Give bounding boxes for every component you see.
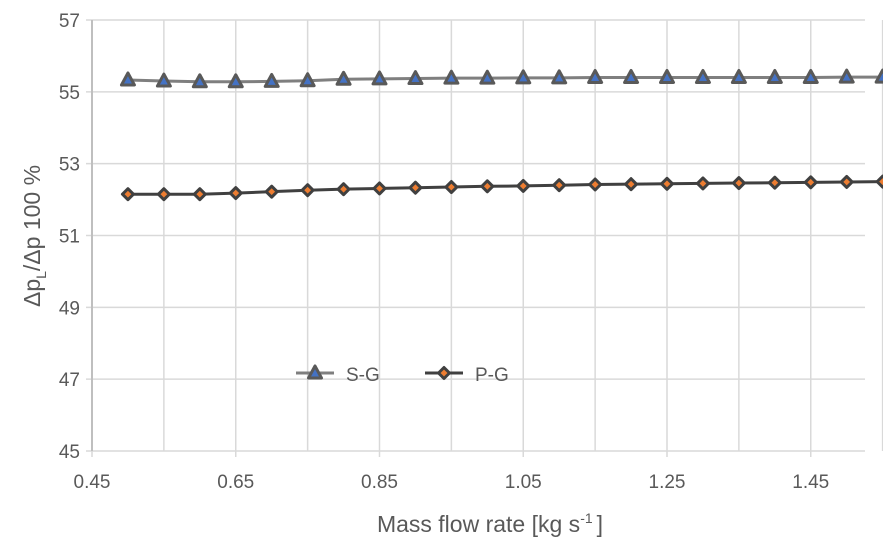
data-point-s-g [371,70,388,86]
data-point-p-g [660,176,674,191]
x-axis-label: Mass flow rate [kg s-1] [377,510,603,537]
data-point-p-g [120,187,135,202]
y-tick-label: 55 [59,83,80,104]
data-point-p-g [695,176,710,191]
data-point-s-g [443,69,460,85]
data-point-p-g [300,183,315,198]
data-point-s-g [587,68,604,84]
legend-marker-p-g [437,366,451,380]
data-point-s-g [479,69,496,85]
y-tick-label: 53 [59,155,80,176]
data-point-p-g [516,178,531,193]
data-point-s-g [766,68,783,84]
data-point-p-g [803,175,818,190]
data-point-s-g [119,71,136,87]
data-point-s-g [155,72,172,88]
data-point-p-g [839,174,854,189]
x-tick-label: 0.45 [74,472,111,493]
data-point-s-g [191,73,208,89]
y-tick-label: 49 [59,298,80,319]
data-point-p-g [767,175,782,190]
x-tick-label: 1.05 [505,472,542,493]
data-point-p-g [731,176,746,191]
y-tick-label: 47 [59,370,80,391]
data-point-p-g [192,187,207,202]
x-tick-label: 0.65 [217,472,254,493]
data-point-s-g [407,70,424,86]
data-point-p-g [228,186,243,201]
data-point-p-g [156,187,171,202]
data-point-p-g [624,177,639,192]
data-point-s-g [838,68,855,84]
x-tick-label: 1.45 [792,472,829,493]
data-point-p-g [264,184,279,199]
legend: S-G P-G [296,364,509,386]
data-point-p-g [408,180,423,195]
legend-marker-s-g [307,364,323,380]
data-point-s-g [263,72,280,88]
legend-label-s-g: S-G [346,365,380,386]
y-tick-label: 57 [59,11,80,32]
data-point-p-g [444,180,459,195]
data-point-s-g [335,70,352,86]
data-point-s-g [730,68,747,84]
data-point-p-g [552,178,567,193]
data-point-s-g [802,68,819,84]
y-tick-label: 45 [59,442,80,463]
data-point-s-g [694,68,711,84]
legend-label-p-g: P-G [475,365,509,386]
y-tick-label: 51 [59,227,80,248]
data-point-p-g [336,182,351,197]
data-point-s-g [299,72,316,88]
data-point-s-g [227,73,244,89]
x-tick-label: 0.85 [361,472,398,493]
y-axis-label: ΔpL/Δp 100 % [19,165,49,307]
data-point-s-g [551,69,568,85]
data-point-p-g [480,179,495,194]
data-point-s-g [659,68,675,84]
data-point-p-g [875,174,883,189]
data-point-s-g [623,68,640,84]
data-point-p-g [372,181,387,196]
data-point-p-g [588,177,603,192]
x-tick-label: 1.25 [649,472,686,493]
data-point-s-g [515,69,532,85]
